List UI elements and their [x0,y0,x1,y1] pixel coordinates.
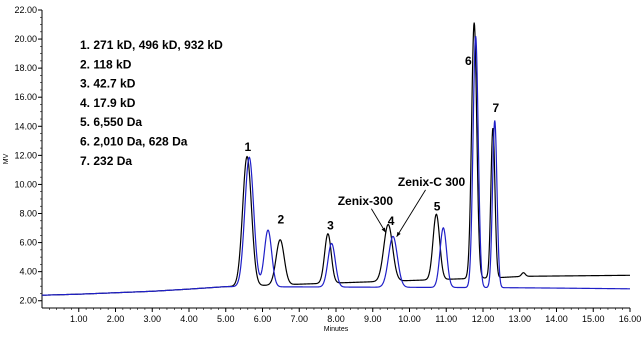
peak-label: 7 [493,101,500,115]
y-tick-label: 6.00 [19,238,37,248]
y-axis-title: MV [3,153,10,164]
peak-label: 6 [465,54,472,68]
y-tick-label: 10.00 [14,179,37,189]
x-tick-label: 16.00 [619,314,642,324]
x-tick-label: 4.00 [180,314,198,324]
x-axis-title: Minutes [324,326,349,333]
series-layer [41,22,631,296]
series-annotation: Zenix-300 [338,194,394,208]
x-tick-label: 12.00 [472,314,495,324]
y-tick-label: 2.00 [19,296,37,306]
peak-label: 1 [244,140,251,154]
legend-item: 5. 6,550 Da [80,115,142,129]
legend-item: 7. 232 Da [80,154,132,168]
x-tick-label: 8.00 [327,314,345,324]
legend-item: 6. 2,010 Da, 628 Da [80,135,188,149]
legend-item: 2. 118 kD [80,57,132,71]
x-tick-label: 3.00 [143,314,161,324]
peak-label: 5 [434,200,441,214]
x-tick-label: 15.00 [582,314,605,324]
series-annotation: Zenix-C 300 [398,175,466,189]
x-tick-label: 2.00 [107,314,125,324]
annotation-arrowhead [381,227,386,233]
y-tick-label: 12.00 [14,150,37,160]
legend-block: 1. 271 kD, 496 kD, 932 kD 2. 118 kD 3. 42.… [80,38,223,168]
x-tick-label: 13.00 [508,314,531,324]
x-tick-label: 6.00 [254,314,272,324]
y-tick-label: 14.00 [14,121,37,131]
peak-label: 4 [388,214,395,228]
x-tick-label: 10.00 [398,314,421,324]
series-line-2 [41,35,630,296]
annotation-arrowhead [396,231,401,237]
x-tick-label: 11.00 [435,314,457,324]
y-tick-label: 20.00 [14,34,37,44]
legend-item: 1. 271 kD, 496 kD, 932 kD [80,38,223,52]
x-tick-label: 14.00 [545,314,568,324]
x-tick-label: 1.00 [70,314,88,324]
y-tick-label: 8.00 [19,209,37,219]
y-tick-label: 22.00 [14,5,37,15]
labels-layer: 1 2 3 4 5 6 7 Zenix-300 Zenix-C 300 [244,54,500,238]
annotation-arrow [396,189,426,238]
peak-label: 2 [278,213,285,227]
x-tick-label: 7.00 [290,314,308,324]
peak-label: 3 [327,219,334,233]
x-tick-label: 9.00 [364,314,382,324]
legend-item: 3. 42.7 kD [80,77,136,91]
y-tick-label: 4.00 [19,267,37,277]
axes: 2.004.006.008.0010.0012.0014.0016.0018.0… [3,5,641,333]
legend-item: 4. 17.9 kD [80,96,136,110]
y-tick-label: 16.00 [14,92,37,102]
x-tick-label: 5.00 [217,314,235,324]
y-tick-label: 18.00 [14,63,37,73]
